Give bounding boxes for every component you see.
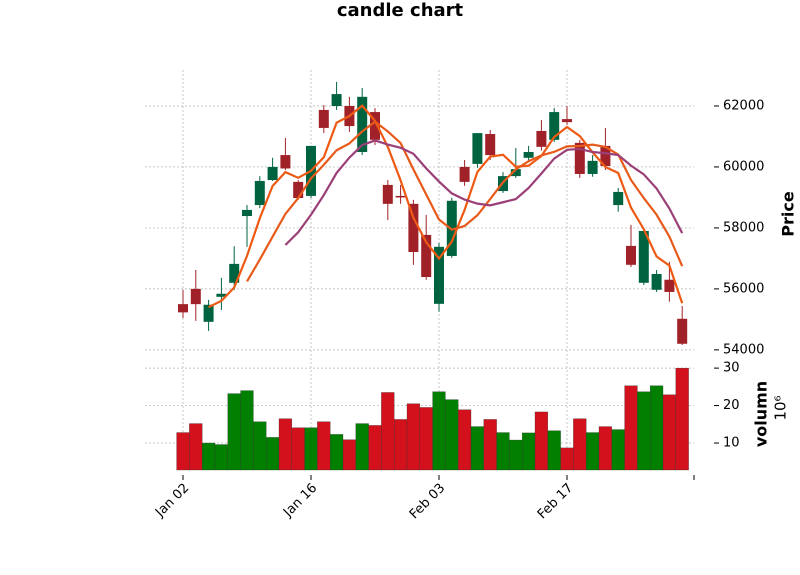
candle-body [459,166,470,182]
moving-average [208,104,684,309]
chart-title: candle chart [337,0,464,21]
candle-body [549,112,560,140]
volume-bar [266,437,280,471]
moving-average [246,120,684,283]
candle-body [408,203,419,253]
candle-body [587,160,598,174]
y-axis-label: Price [779,191,798,237]
volume-bar [342,439,356,471]
volume-bar [406,403,420,471]
volume-bar [368,425,382,471]
volume-bar [573,418,587,471]
volume-tick-label: 30 [723,361,740,376]
y-tick-label: 54000 [723,342,764,357]
volume-bar [394,419,408,471]
volume-bar [214,444,228,471]
volume-bar [432,391,446,471]
volume-bar [470,426,484,471]
candle-body [203,304,214,322]
candle-body [293,181,304,199]
volume-bar [419,407,433,471]
candle-body [434,246,444,304]
volume-bar [637,391,651,471]
x-tick-label: Jan 16 [280,481,320,521]
volume-bar [547,430,561,471]
candle-body [600,145,611,167]
candle-body [677,318,688,344]
volume-bar [253,421,267,471]
candle-body [190,288,201,305]
candle-body [562,119,572,123]
volume-bar [458,409,472,471]
volume-bar [240,390,254,471]
volume-bar [304,427,318,471]
candle-body [216,293,227,297]
volume-bar [278,418,292,471]
candle-body [357,96,368,153]
volume-bar [496,432,510,471]
candle-body [254,180,265,206]
candle-body [651,273,662,290]
volume-bar [355,423,369,471]
volume-tick-label: 10 [723,436,740,451]
volume-bar [330,434,344,471]
candle-body [613,191,624,206]
candle-body [331,94,342,106]
y-tick-label: 62000 [723,98,764,113]
candle-body [267,166,278,181]
volume-bar [662,394,676,471]
candle-body [370,112,380,140]
volume-bar [445,399,459,471]
candle-body [395,195,406,198]
candle-body [510,169,521,177]
volume-bar [291,427,305,471]
volume-bar [509,439,523,471]
candle-body [664,279,675,292]
volume-bar [381,392,395,471]
x-tick-label: Feb 17 [535,481,577,523]
candle-body [523,152,534,158]
candle-body [382,184,393,204]
volume-bar [176,432,190,471]
volume-bar [586,432,600,471]
volume-bar [650,385,664,471]
volume-bar [483,419,497,471]
candle-body [638,230,649,283]
x-tick-label: Jan 02 [152,481,192,521]
y-tick-label: 58000 [723,220,764,235]
volume-tick-label: 20 [723,398,740,413]
volume-bar [317,421,331,471]
candle-body [242,209,252,217]
volume-bar [189,423,203,471]
candle-body [280,155,291,169]
candle-body [626,245,636,265]
candle-body [178,304,188,313]
x-tick-label: Feb 03 [407,481,449,523]
candle-body [229,263,240,283]
volume-bar [624,385,638,471]
volume-offset-label: 10⁶ [772,395,790,420]
volume-bar [534,411,548,471]
candle-body [574,142,585,174]
volume-bar [227,393,241,471]
candle-body [421,234,432,278]
candle-body [485,134,496,156]
candle-body [536,130,547,147]
volume-bar [560,447,574,471]
candle-body [318,109,329,128]
volume-axis-label: volumn [752,381,771,447]
y-tick-label: 56000 [723,281,764,296]
candle-body [472,133,483,164]
y-tick-label: 60000 [723,159,764,174]
volume-bar [202,442,216,471]
moving-average [284,139,684,246]
volume-bar [611,429,625,471]
volume-bar [522,432,536,471]
volume-bar [675,367,689,471]
volume-bar [598,426,612,471]
